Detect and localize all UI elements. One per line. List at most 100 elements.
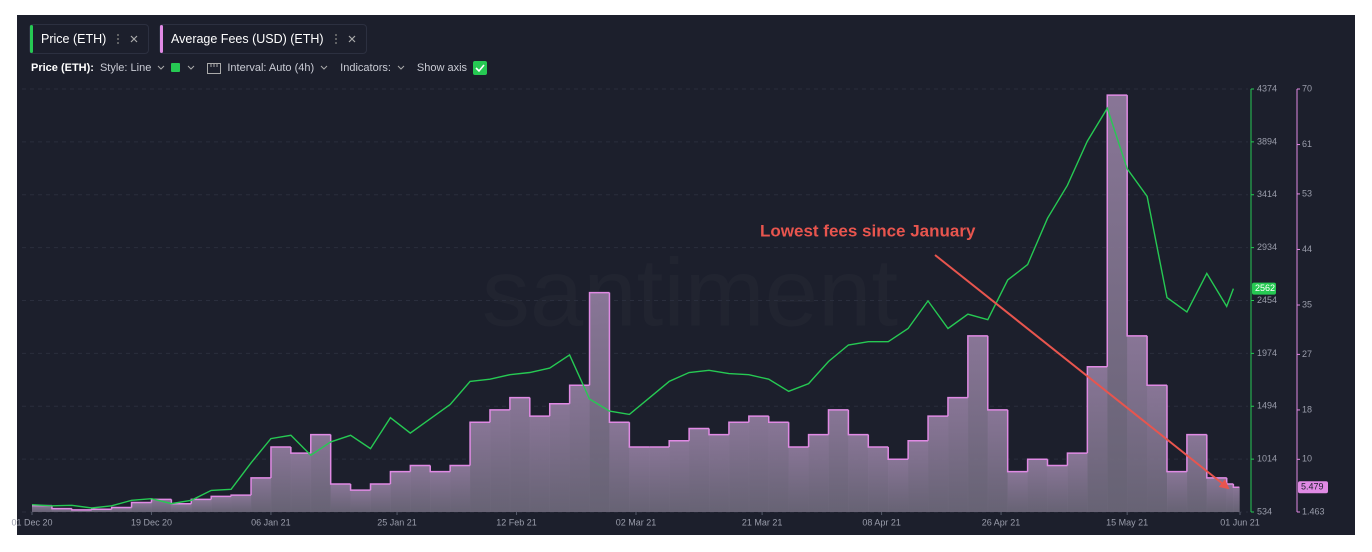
fee-step [549, 403, 570, 512]
chevron[interactable] [187, 65, 195, 71]
tab-color [160, 25, 163, 53]
series-tab[interactable]: Average Fees (USD) (ETH) [159, 24, 367, 54]
fee-step [430, 471, 451, 512]
fee-step [669, 440, 690, 512]
fee-step [689, 428, 710, 512]
fee-step [609, 422, 630, 512]
fee-step [390, 471, 411, 512]
fee-step [1027, 459, 1048, 512]
y-tick-label: 534 [1257, 506, 1272, 516]
chevron[interactable] [320, 65, 328, 71]
color-select[interactable] [171, 63, 181, 73]
fee-step-line [210, 495, 232, 500]
interval-select[interactable]: Interval: Auto (4h) [227, 62, 315, 74]
fee-step [1166, 471, 1188, 512]
x-tick-label: 12 Feb 21 [496, 517, 537, 527]
fee-step [987, 409, 1008, 512]
fee-step-line [1086, 365, 1108, 454]
x-tick-label: 01 Jun 21 [1220, 517, 1260, 527]
fee-step [1047, 465, 1068, 512]
series-tab[interactable]: Price (ETH) [29, 24, 150, 54]
fee-step-line [190, 498, 212, 504]
y-tick-label: 3894 [1257, 136, 1277, 146]
fee-step-line [110, 506, 132, 510]
fee-step-line [708, 428, 729, 436]
fee-step [1147, 385, 1168, 512]
fee-step [509, 397, 531, 512]
fee-step [111, 507, 132, 512]
fee-step [529, 416, 551, 512]
fee-step-line [429, 465, 451, 473]
x-tick-label: 01 Dec 20 [11, 517, 52, 527]
fee-step-line [90, 508, 112, 511]
fee-step [211, 496, 232, 512]
fee-step [1206, 477, 1228, 512]
last-value-label: 5.479 [1301, 482, 1324, 492]
fee-step-line [469, 421, 490, 466]
fee-step-line [349, 483, 371, 491]
y2-tick-label: 10 [1302, 454, 1312, 464]
close-icon[interactable] [130, 35, 138, 43]
fee-step-line [1046, 459, 1068, 467]
close-icon[interactable] [348, 35, 356, 43]
menu-icon[interactable] [334, 33, 338, 45]
menu-icon[interactable] [116, 33, 120, 45]
fee-step-line [947, 396, 968, 417]
x-tick-label: 02 Mar 21 [616, 517, 657, 527]
fee-step-line [489, 409, 510, 423]
fee-step-line [230, 494, 252, 497]
fee-step [1087, 366, 1108, 512]
fee-step-line [847, 409, 869, 436]
fee-step-line [728, 421, 749, 435]
fee-step [1107, 95, 1128, 513]
fee-step [868, 446, 889, 512]
fee-step [569, 385, 590, 512]
fee-step [768, 422, 789, 512]
fee-step-line [907, 440, 929, 460]
style-select[interactable]: Style: Line [99, 62, 152, 74]
y2-tick-label: 44 [1302, 244, 1312, 254]
x-tick-label: 26 Apr 21 [982, 517, 1021, 527]
show-axis-checkbox[interactable] [473, 61, 488, 75]
y2-tick-label: 61 [1302, 139, 1312, 149]
indicators-select[interactable]: Indicators: [340, 62, 391, 74]
fee-step-line [867, 434, 889, 448]
y2-tick-label: 27 [1302, 349, 1312, 359]
fee-step-line [329, 434, 351, 485]
fee-step-line [1126, 95, 1148, 337]
chevron[interactable] [157, 65, 165, 71]
fee-step [410, 465, 431, 512]
fee-step-line [1232, 483, 1240, 488]
fee-step-line [150, 498, 172, 503]
fee-step-line [389, 470, 411, 484]
interval-icon [207, 62, 222, 74]
fee-step-line [588, 291, 610, 386]
fee-step [171, 503, 192, 512]
fee-step [1007, 471, 1028, 512]
tab-color [30, 25, 33, 53]
fee-step-line [409, 464, 431, 472]
chevron[interactable] [397, 65, 405, 71]
fee-step [191, 499, 212, 512]
fee-step [91, 509, 112, 512]
fee-step [788, 446, 809, 512]
watermark: santiment [482, 239, 898, 346]
fee-step-line [807, 433, 829, 447]
y-tick-label: 2934 [1257, 242, 1277, 252]
fee-step [1186, 434, 1208, 512]
fee-step-line [1146, 335, 1167, 386]
fee-step [649, 446, 670, 512]
fee-step [728, 422, 750, 512]
fee-step-line [509, 396, 530, 410]
fee-step [71, 509, 93, 512]
fee-step [131, 502, 152, 512]
y2-tick-label: 35 [1302, 299, 1312, 309]
fee-step [251, 477, 272, 512]
show-axis-label: Show axis [416, 62, 468, 74]
fee-step [748, 416, 770, 512]
fee-step [629, 446, 650, 512]
x-tick-label: 06 Jan 21 [251, 517, 291, 527]
fee-step [928, 416, 949, 512]
y-tick-label: 1014 [1257, 454, 1277, 464]
